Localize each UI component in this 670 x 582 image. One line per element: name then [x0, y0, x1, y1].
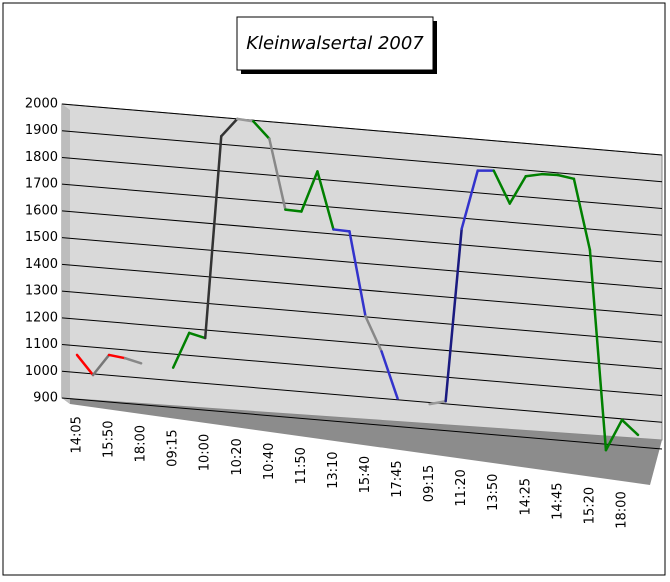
- y-tick-label: 1900: [25, 123, 58, 138]
- x-tick-label: 14:45: [550, 482, 565, 519]
- y-tick-label: 1300: [25, 284, 58, 299]
- y-tick-label: 1800: [25, 150, 58, 165]
- x-tick-label: 14:25: [518, 478, 533, 515]
- y-tick-label: 1500: [25, 230, 58, 245]
- y-tick-label: 900: [33, 391, 58, 406]
- y-tick-label: 1600: [25, 203, 58, 218]
- x-tick-label: 10:40: [262, 443, 277, 480]
- x-tick-label: 18:00: [614, 491, 629, 528]
- line-segment: [542, 174, 558, 175]
- y-tick-label: 1400: [25, 257, 58, 272]
- side-wall: [62, 104, 70, 404]
- x-tick-label: 13:50: [486, 474, 501, 511]
- x-tick-label: 17:45: [390, 460, 405, 497]
- x-tick-label: 13:10: [326, 451, 341, 488]
- x-tick-label: 18:00: [134, 425, 149, 462]
- x-tick-label: 15:50: [102, 420, 117, 457]
- x-tick-label: 10:20: [230, 438, 245, 475]
- x-tick-label: 14:05: [70, 416, 85, 453]
- x-tick-label: 09:15: [422, 465, 437, 502]
- y-tick-label: 1100: [25, 337, 58, 352]
- chart-title: Kleinwalsertal 2007: [246, 33, 424, 54]
- x-tick-label: 11:50: [294, 447, 309, 484]
- y-tick-label: 2000: [25, 97, 58, 112]
- y-tick-label: 1200: [25, 310, 58, 325]
- x-tick-label: 09:15: [166, 429, 181, 466]
- x-tick-label: 10:00: [198, 434, 213, 471]
- x-tick-label: 15:20: [582, 487, 597, 524]
- x-tick-label: 15:40: [358, 456, 373, 493]
- y-tick-label: 1000: [25, 364, 58, 379]
- y-tick-label: 1700: [25, 177, 58, 192]
- x-tick-label: 11:20: [454, 469, 469, 506]
